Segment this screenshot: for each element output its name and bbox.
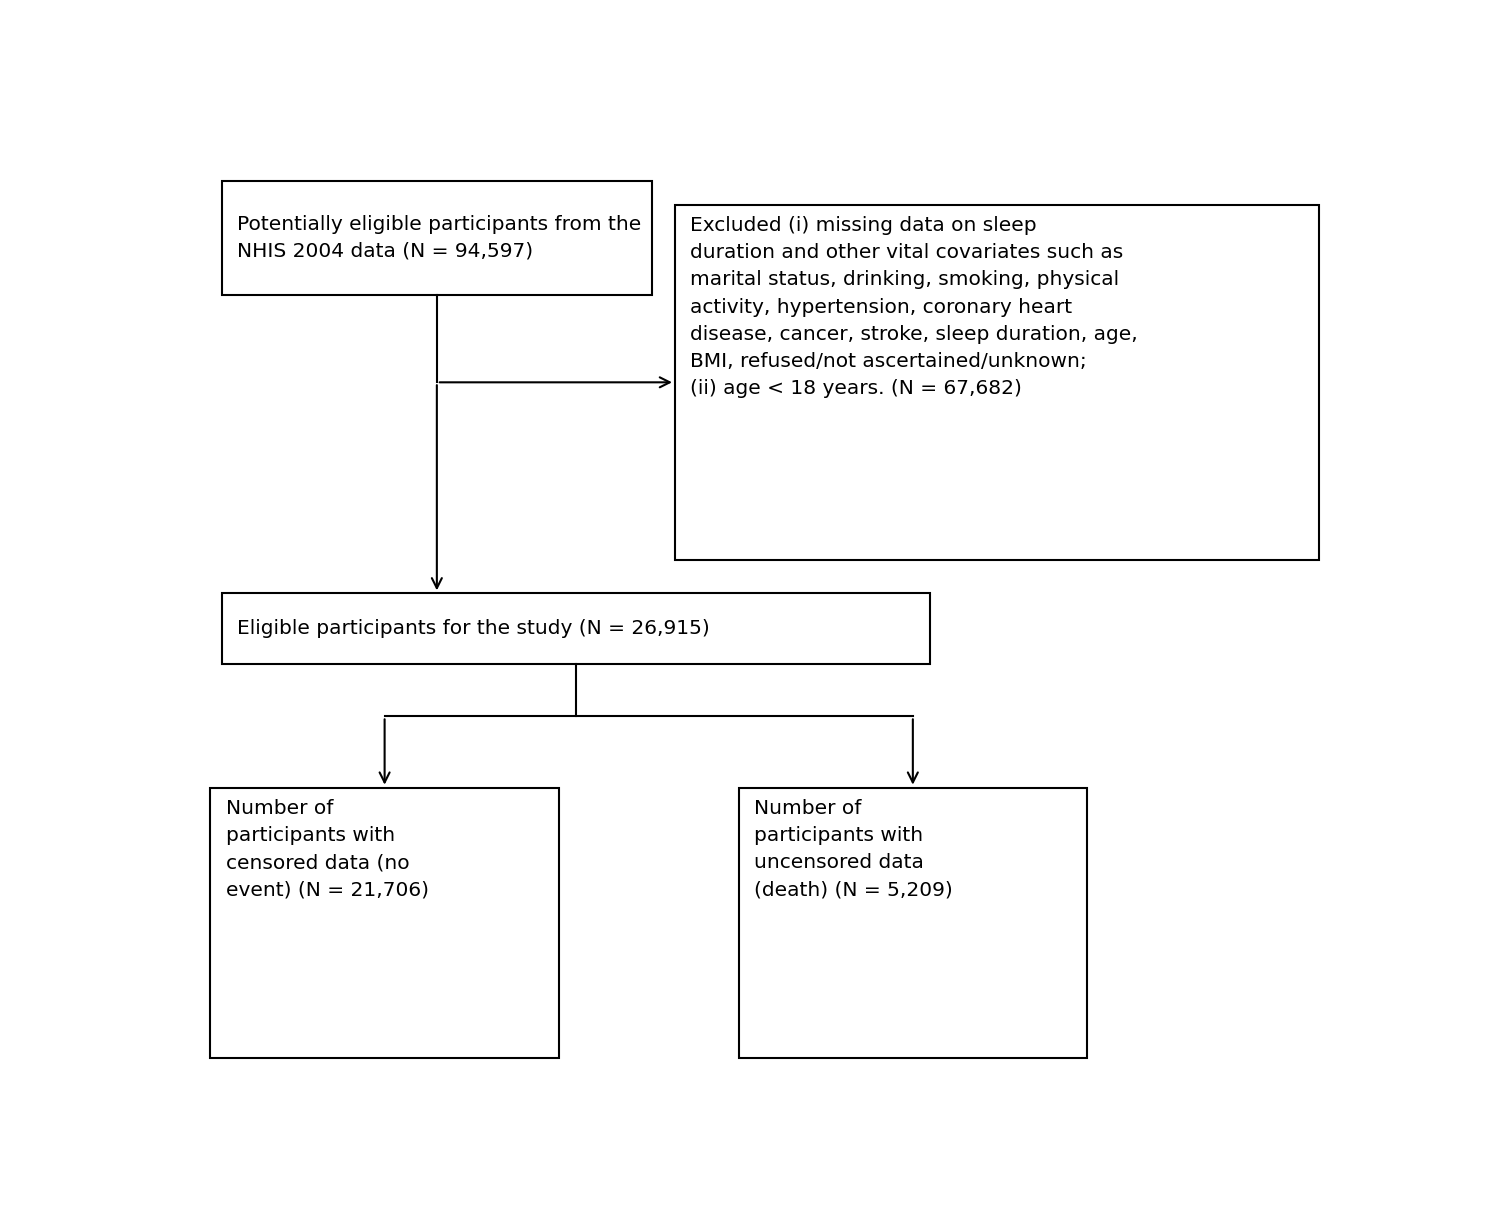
Text: Eligible participants for the study (N = 26,915): Eligible participants for the study (N =… [237, 619, 710, 638]
FancyBboxPatch shape [210, 788, 559, 1057]
FancyBboxPatch shape [222, 593, 930, 665]
Text: Excluded (i) missing data on sleep
duration and other vital covariates such as
m: Excluded (i) missing data on sleep durat… [691, 215, 1137, 399]
FancyBboxPatch shape [222, 181, 652, 294]
Text: Number of
participants with
censored data (no
event) (N = 21,706): Number of participants with censored dat… [226, 799, 428, 900]
FancyBboxPatch shape [739, 788, 1088, 1057]
FancyBboxPatch shape [674, 204, 1320, 560]
Text: Potentially eligible participants from the
NHIS 2004 data (N = 94,597): Potentially eligible participants from t… [237, 214, 641, 261]
Text: Number of
participants with
uncensored data
(death) (N = 5,209): Number of participants with uncensored d… [753, 799, 953, 900]
